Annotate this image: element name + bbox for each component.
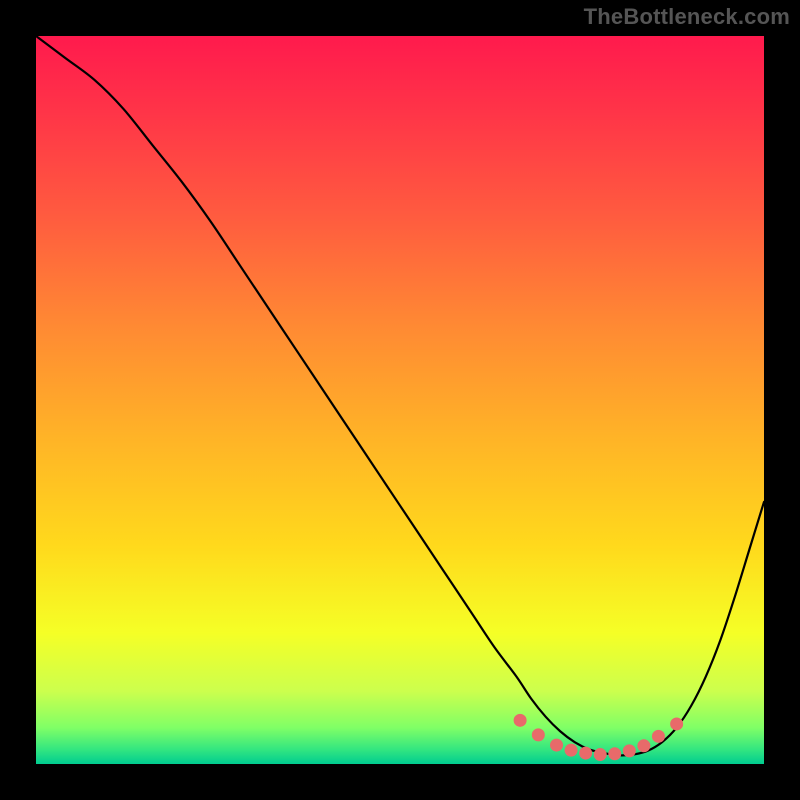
marker-point [594, 749, 606, 761]
bottleneck-curve [36, 36, 764, 755]
watermark-text: TheBottleneck.com [584, 4, 790, 30]
marker-point [652, 730, 664, 742]
marker-point [609, 748, 621, 760]
optimal-range-markers [514, 714, 683, 760]
marker-point [514, 714, 526, 726]
marker-point [623, 745, 635, 757]
chart-container: TheBottleneck.com [0, 0, 800, 800]
marker-point [532, 729, 544, 741]
marker-point [565, 744, 577, 756]
marker-point [580, 747, 592, 759]
marker-point [671, 718, 683, 730]
curve-layer [36, 36, 764, 764]
marker-point [638, 740, 650, 752]
plot-area [36, 36, 764, 764]
marker-point [551, 739, 563, 751]
